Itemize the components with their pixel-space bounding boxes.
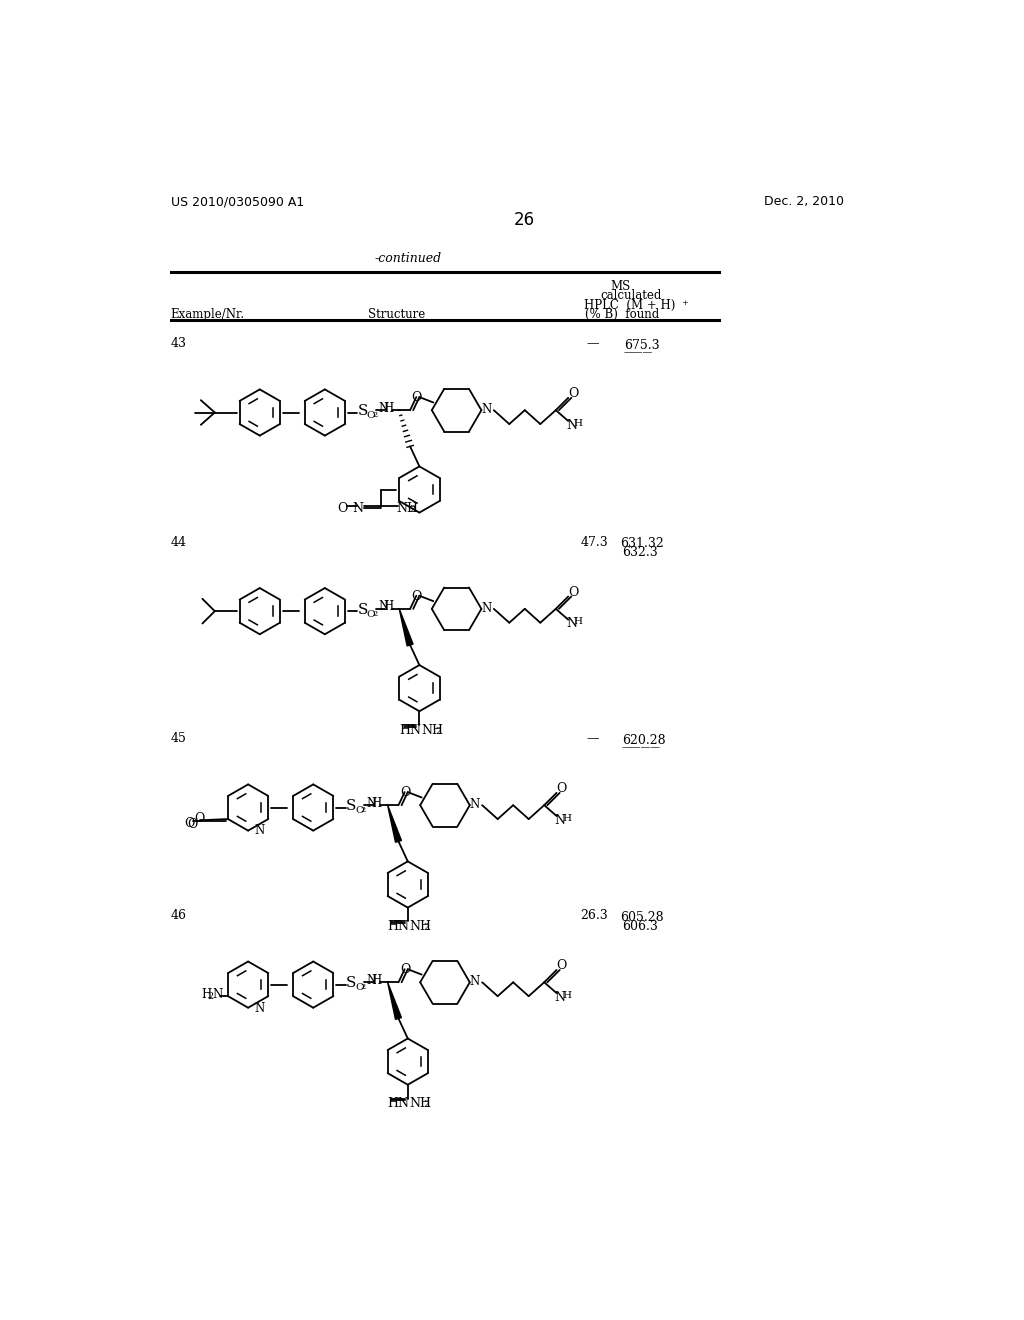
Text: N: N bbox=[367, 797, 377, 809]
Text: N: N bbox=[481, 404, 492, 416]
Text: MS: MS bbox=[610, 280, 631, 293]
Text: N: N bbox=[367, 974, 377, 987]
Text: H: H bbox=[372, 797, 382, 809]
Text: O: O bbox=[183, 817, 195, 830]
Text: S: S bbox=[357, 404, 368, 418]
Text: H: H bbox=[383, 401, 393, 414]
Text: 631.32: 631.32 bbox=[621, 537, 664, 550]
Text: NH: NH bbox=[410, 920, 431, 933]
Text: HPLC  (M + H): HPLC (M + H) bbox=[585, 298, 676, 312]
Text: 2: 2 bbox=[423, 923, 429, 932]
Text: Dec. 2, 2010: Dec. 2, 2010 bbox=[764, 195, 844, 209]
Text: O: O bbox=[568, 586, 579, 599]
Text: S: S bbox=[357, 603, 368, 616]
Text: N: N bbox=[213, 989, 223, 1002]
Text: O: O bbox=[400, 964, 411, 975]
Text: (% B)  found: (% B) found bbox=[586, 308, 659, 321]
Text: 44: 44 bbox=[171, 536, 186, 549]
Text: HN: HN bbox=[388, 920, 410, 933]
Text: O: O bbox=[355, 983, 364, 993]
Text: H: H bbox=[383, 601, 393, 614]
Text: 45: 45 bbox=[171, 733, 186, 744]
Text: H: H bbox=[372, 974, 382, 987]
Text: NH: NH bbox=[421, 723, 443, 737]
Text: H: H bbox=[202, 989, 212, 1002]
Text: 675.3: 675.3 bbox=[624, 339, 659, 351]
Text: O: O bbox=[367, 610, 376, 619]
Text: O: O bbox=[337, 502, 347, 515]
Text: S: S bbox=[346, 799, 356, 813]
Text: H: H bbox=[562, 991, 571, 999]
Text: NH: NH bbox=[396, 502, 418, 515]
Text: N: N bbox=[378, 401, 388, 414]
Text: O: O bbox=[412, 590, 422, 603]
Text: 43: 43 bbox=[171, 337, 186, 350]
Text: 606.3: 606.3 bbox=[623, 920, 658, 933]
Text: 2: 2 bbox=[423, 1100, 429, 1109]
Text: N: N bbox=[352, 502, 364, 515]
Text: 26: 26 bbox=[514, 211, 536, 228]
Text: O: O bbox=[568, 387, 579, 400]
Text: ———: ——— bbox=[624, 348, 653, 356]
Text: O: O bbox=[367, 411, 376, 420]
Text: O: O bbox=[355, 807, 364, 814]
Text: O: O bbox=[187, 818, 198, 832]
Text: 620.28: 620.28 bbox=[622, 734, 666, 747]
Text: N: N bbox=[378, 601, 388, 614]
Text: 26.3: 26.3 bbox=[581, 909, 608, 923]
Text: O: O bbox=[412, 391, 422, 404]
Text: O: O bbox=[400, 785, 411, 799]
Text: calculated: calculated bbox=[600, 289, 662, 302]
Text: 2: 2 bbox=[435, 726, 441, 735]
Text: 2: 2 bbox=[372, 610, 378, 618]
Text: 2: 2 bbox=[410, 506, 416, 513]
Text: US 2010/0305090 A1: US 2010/0305090 A1 bbox=[171, 195, 304, 209]
Text: O: O bbox=[557, 960, 567, 973]
Text: ————: ———— bbox=[622, 743, 660, 752]
Text: N: N bbox=[470, 799, 480, 812]
Text: H: H bbox=[573, 418, 583, 428]
Text: 2: 2 bbox=[208, 991, 214, 1001]
Text: 47.3: 47.3 bbox=[581, 536, 608, 549]
Text: NH: NH bbox=[410, 1097, 431, 1110]
Text: N: N bbox=[254, 825, 264, 837]
Text: N: N bbox=[566, 418, 577, 432]
Text: N: N bbox=[554, 991, 565, 1003]
Text: 605.28: 605.28 bbox=[621, 911, 664, 924]
Text: HN: HN bbox=[388, 1097, 410, 1110]
Text: O: O bbox=[194, 812, 204, 825]
Text: S: S bbox=[346, 977, 356, 990]
Text: HN: HN bbox=[399, 723, 421, 737]
Text: —: — bbox=[587, 733, 599, 744]
Text: H: H bbox=[573, 618, 583, 626]
Text: +: + bbox=[681, 298, 688, 306]
Polygon shape bbox=[399, 609, 413, 645]
Text: 632.3: 632.3 bbox=[623, 546, 658, 560]
Text: Example/Nr.: Example/Nr. bbox=[171, 308, 245, 321]
Text: N: N bbox=[554, 813, 565, 826]
Polygon shape bbox=[388, 805, 401, 842]
Polygon shape bbox=[388, 982, 401, 1019]
Text: —: — bbox=[587, 337, 599, 350]
Text: H: H bbox=[562, 813, 571, 822]
Text: 46: 46 bbox=[171, 909, 186, 923]
Text: N: N bbox=[566, 618, 577, 631]
Text: 2: 2 bbox=[360, 983, 366, 991]
Text: N: N bbox=[254, 1002, 264, 1015]
Text: -continued: -continued bbox=[375, 252, 442, 265]
Text: O: O bbox=[557, 781, 567, 795]
Text: N: N bbox=[470, 975, 480, 989]
Text: 2: 2 bbox=[372, 411, 378, 418]
Text: Structure: Structure bbox=[369, 308, 426, 321]
Text: N: N bbox=[481, 602, 492, 615]
Text: 2: 2 bbox=[360, 807, 366, 814]
